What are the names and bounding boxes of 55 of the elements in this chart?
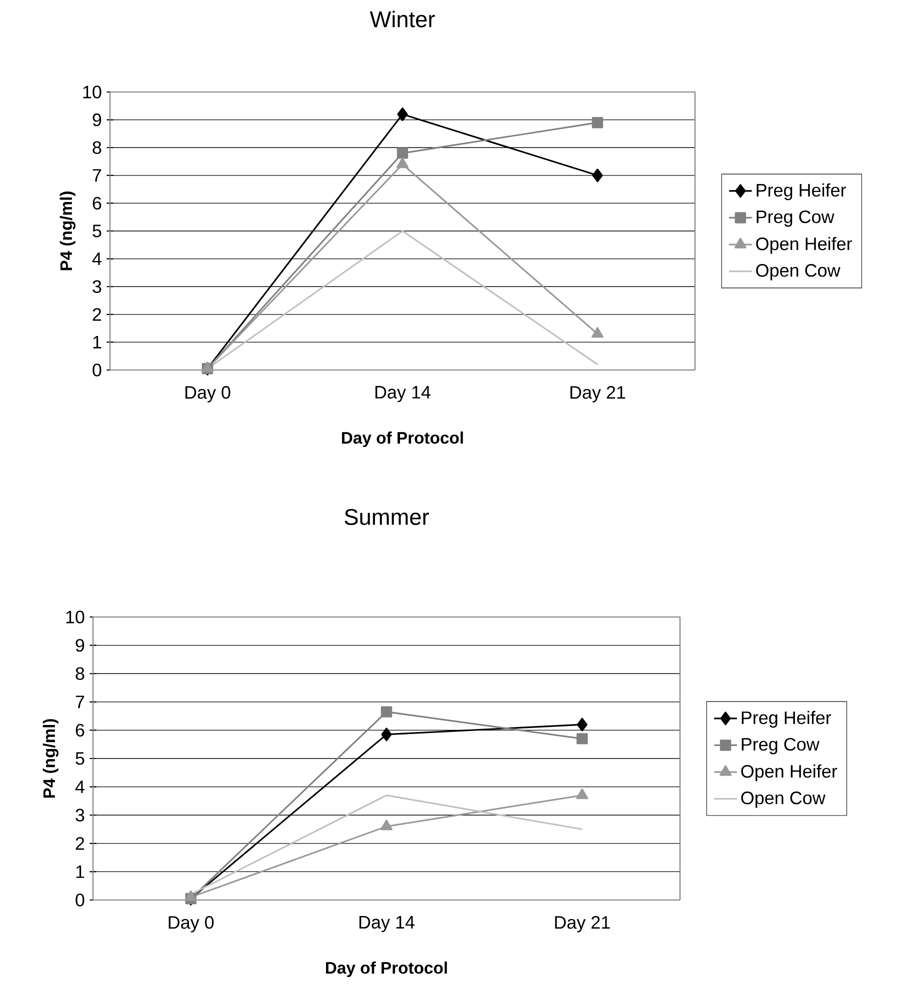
y-tick-label: 7 (92, 169, 102, 182)
y-tick-label: 7 (76, 696, 84, 708)
y-tick-label: 8 (92, 141, 102, 154)
point (592, 168, 603, 182)
x-axis-title: Day of Protocol (326, 962, 447, 978)
x-tick-label: Day 14 (359, 916, 414, 932)
point (380, 706, 392, 718)
point (381, 728, 392, 742)
y-axis-title: P4 (ng/ml) (60, 192, 76, 270)
point (396, 157, 408, 168)
legend-label: Preg Cow (742, 738, 820, 754)
point (576, 733, 588, 744)
legend-label: Preg Heifer (742, 710, 832, 728)
x-axis-title: Day of Protocol (342, 432, 463, 448)
point (396, 148, 408, 159)
x-tick-label: Day 21 (570, 386, 626, 402)
y-tick-label: 6 (92, 196, 102, 210)
y-tick-label: 10 (83, 86, 102, 98)
y-tick-label: 5 (76, 752, 84, 765)
y-tick-label: 9 (76, 638, 84, 652)
y-tick-label: 3 (76, 808, 84, 822)
x-tick-label: Day 0 (168, 916, 214, 932)
legend-label: Preg Heifer (756, 183, 846, 200)
y-tick-label: 2 (76, 837, 84, 850)
point (380, 820, 392, 830)
point (592, 116, 604, 128)
legend-label: Open Cow (741, 792, 826, 808)
y-tick-label: 2 (92, 308, 102, 321)
y-tick-label: 10 (66, 610, 84, 624)
x-tick-label: Day 14 (375, 386, 430, 402)
y-axis-title: P4 (ng/ml) (42, 719, 58, 798)
point (576, 788, 588, 800)
chart-title: Summer (344, 508, 429, 526)
point (576, 718, 588, 732)
point (184, 890, 197, 901)
y-tick-label: 8 (76, 667, 84, 680)
y-tick-label: 4 (92, 252, 102, 265)
x-tick-label: Day 21 (555, 916, 610, 932)
x-tick-label: Day 0 (185, 386, 230, 402)
y-tick-label: 0 (92, 364, 102, 376)
y-tick-label: 5 (92, 224, 102, 238)
y-tick-label: 1 (93, 336, 102, 348)
y-tick-label: 6 (76, 724, 84, 737)
legend-label: Open Heifer (756, 237, 852, 254)
legend-label: Open Heifer (741, 764, 838, 782)
chart-title: Winter (370, 10, 435, 28)
point (592, 327, 604, 338)
y-tick-label: 1 (76, 866, 84, 878)
legend-label: Preg Cow (756, 210, 834, 227)
point (397, 107, 408, 122)
y-tick-label: 4 (75, 780, 84, 794)
legend-label: Open Cow (756, 264, 840, 280)
y-tick-label: 9 (92, 113, 102, 126)
y-tick-label: 3 (92, 280, 102, 293)
y-tick-label: 0 (76, 894, 84, 906)
